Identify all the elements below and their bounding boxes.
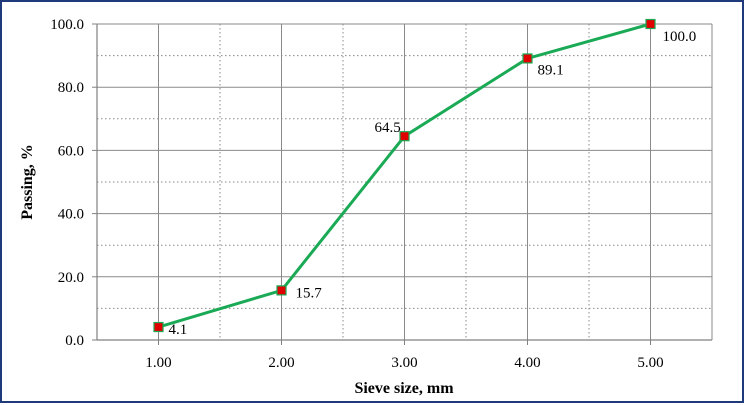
y-tick-label: 80.0 bbox=[58, 80, 84, 96]
data-point-marker bbox=[399, 131, 410, 142]
axes bbox=[92, 23, 712, 345]
y-tick-label: 60.0 bbox=[58, 143, 84, 159]
data-point-marker bbox=[276, 285, 287, 296]
data-label: 64.5 bbox=[375, 120, 401, 136]
y-tick-label: 40.0 bbox=[58, 207, 84, 223]
data-label: 100.0 bbox=[663, 29, 697, 45]
x-tick-label: 5.00 bbox=[637, 355, 663, 371]
data-point-marker bbox=[645, 18, 656, 30]
x-tick-label: 2.00 bbox=[268, 355, 294, 371]
data-label: 15.7 bbox=[296, 285, 323, 301]
data-point-marker bbox=[522, 53, 533, 64]
y-axis-title: Passing, % bbox=[19, 144, 36, 220]
data-labels: 4.1 15.7 64.5 89.1 100.0 bbox=[169, 29, 697, 338]
x-tick-label: 1.00 bbox=[145, 355, 171, 371]
data-label: 4.1 bbox=[169, 322, 188, 338]
grid-lines bbox=[97, 23, 713, 340]
data-label: 89.1 bbox=[538, 62, 564, 78]
x-tick-label: 3.00 bbox=[391, 355, 417, 371]
x-axis-title: Sieve size, mm bbox=[354, 380, 454, 397]
tick-labels: 0.0 20.0 40.0 60.0 80.0 100.0 1.00 2.00 3.00 4.00… bbox=[50, 17, 663, 371]
y-tick-label: 100.0 bbox=[50, 17, 84, 33]
x-tick-label: 4.00 bbox=[514, 355, 540, 371]
y-tick-label: 20.0 bbox=[58, 270, 84, 286]
data-markers bbox=[153, 18, 656, 333]
data-point-marker bbox=[153, 321, 164, 333]
y-tick-label: 0.0 bbox=[65, 333, 84, 349]
